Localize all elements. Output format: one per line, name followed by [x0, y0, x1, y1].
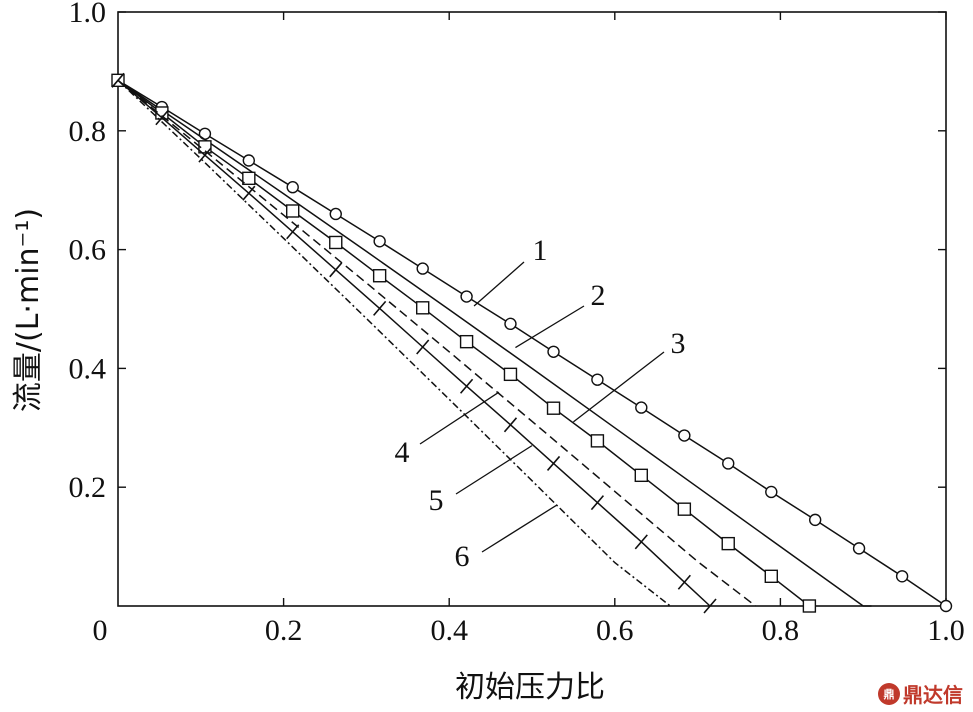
series-1-point: [547, 345, 560, 358]
series-5-point: [677, 574, 691, 590]
curve-label-6: 6: [455, 540, 470, 573]
series-3-point: [242, 171, 256, 186]
curve-label-leader-5: [455, 445, 533, 495]
series-1-point: [329, 207, 342, 221]
series-1-point: [242, 154, 256, 167]
y-tick-label: 0.4: [69, 352, 107, 385]
series-5-point: [155, 110, 169, 126]
x-tick-label: 1.0: [927, 614, 965, 647]
series-5-point: [503, 417, 518, 433]
series-3-point: [677, 502, 692, 516]
series-3-point: [459, 334, 474, 349]
series-5-point: [459, 378, 474, 394]
curve-label-leader-4: [419, 391, 500, 445]
series-5-point: [198, 147, 212, 163]
series-1-point: [416, 262, 429, 275]
series-1-point: [373, 235, 386, 248]
series-3-point: [286, 204, 300, 218]
series-line-5: [117, 79, 711, 607]
y-tick-label: 1.0: [69, 0, 107, 29]
series-1-point: [722, 457, 735, 470]
plot-area-border: [117, 11, 947, 607]
series-3-point: [416, 301, 430, 315]
curve-label-4: 4: [395, 436, 410, 469]
series-line-4: [117, 79, 757, 607]
series-1-point: [808, 513, 822, 527]
y-tick-label: 0.2: [69, 471, 107, 504]
series-1-point: [504, 317, 517, 331]
y-tick-label: 0.8: [69, 115, 107, 148]
curve-label-1: 1: [533, 234, 548, 267]
series-5-point: [590, 495, 605, 511]
watermark: 鼎 鼎达信: [878, 679, 963, 708]
series-line-2: [117, 79, 872, 607]
series-1-point: [895, 570, 909, 583]
series-3-point: [634, 468, 648, 483]
plot-frame: [117, 11, 947, 607]
y-tick-label: 0.6: [69, 234, 107, 267]
series-1-point: [591, 373, 604, 386]
series-3-point: [764, 569, 778, 583]
series-5-point: [634, 534, 648, 550]
y-axis-title: 流量/(L·min⁻¹): [11, 208, 46, 412]
x-tick-label: 0.4: [430, 614, 468, 647]
curve-label-leader-1: [473, 261, 525, 307]
series-5-point: [329, 262, 343, 278]
series-3-point: [546, 401, 561, 415]
series-1-point: [460, 290, 473, 303]
origin-label: 0: [93, 614, 108, 647]
series-5-point: [242, 185, 256, 201]
curve-label-leader-2: [515, 305, 585, 349]
curve-label-2: 2: [591, 279, 606, 312]
x-tick-label: 0.2: [265, 614, 303, 647]
series-5-point: [373, 300, 387, 316]
curve-label-leader-6: [481, 504, 558, 553]
series-5-point: [286, 224, 300, 240]
series-1-point: [678, 429, 691, 442]
series-3-point: [329, 235, 343, 250]
series-3-point: [503, 367, 518, 382]
series-1-point: [765, 485, 778, 499]
series-1-point: [852, 542, 866, 555]
curve-label-leader-3: [573, 351, 665, 423]
series-5-point: [703, 598, 717, 614]
curve-labels: 1 2 3 456: [395, 234, 686, 573]
watermark-text: 鼎达信: [903, 683, 963, 707]
series-3-point: [721, 536, 735, 551]
axis-ticks: 0.2 0.4 0.6 0.8 1.0 0.2 0.4 0.6 0.8 1.0: [69, 0, 965, 647]
x-tick-label: 0.8: [762, 614, 800, 647]
series-3-point: [590, 434, 605, 448]
x-tick-label: 0.6: [596, 614, 634, 647]
series-1-point: [939, 599, 953, 613]
x-axis-title: 初始压力比: [455, 670, 605, 705]
series-5-point: [416, 339, 430, 355]
series-1-point: [635, 401, 648, 414]
series-line-1: [117, 79, 947, 607]
watermark-logo-icon: 鼎: [878, 682, 900, 705]
curve-label-5: 5: [429, 484, 444, 517]
series-1-point: [286, 181, 299, 194]
series-3-point: [802, 599, 817, 613]
series-5-point: [546, 455, 561, 471]
series-layer: [111, 72, 953, 614]
series-3-point: [372, 269, 387, 283]
curve-label-3: 3: [671, 327, 686, 360]
